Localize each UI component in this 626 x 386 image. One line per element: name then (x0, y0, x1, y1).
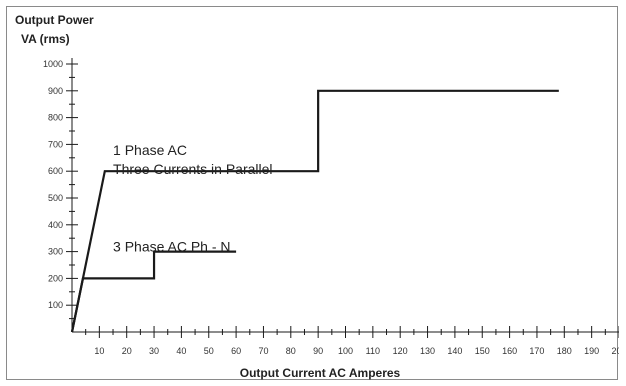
x-tick-label-110: 110 (366, 346, 380, 356)
series-line-2 (70, 250, 237, 333)
x-tick-label-40: 40 (176, 346, 186, 356)
y-tick-label-700: 700 (48, 139, 63, 149)
x-tick-label-180: 180 (557, 346, 572, 356)
x-tick-label-30: 30 (149, 346, 159, 356)
x-tick-label-70: 70 (258, 346, 268, 356)
x-tick-label-10: 10 (94, 346, 104, 356)
x-tick-label-130: 130 (420, 346, 435, 356)
y-tick-label-400: 400 (48, 220, 63, 230)
y-tick-label-500: 500 (48, 193, 63, 203)
y-tick-label-600: 600 (48, 166, 63, 176)
x-tick-label-150: 150 (475, 346, 490, 356)
x-tick-label-120: 120 (393, 346, 408, 356)
y-axis-title-line1: Output Power (15, 13, 94, 27)
x-tick-label-60: 60 (231, 346, 241, 356)
annotation-2: Three Currents in Parallel (113, 161, 273, 177)
annotation-1: 1 Phase AC (113, 142, 187, 158)
y-tick-label-200: 200 (48, 273, 63, 283)
x-tick-label-200: 200 (611, 346, 619, 356)
annotation-3: 3 Phase AC Ph - N (113, 239, 231, 255)
x-tick-label-100: 100 (338, 346, 353, 356)
y-tick-label-300: 300 (48, 247, 63, 257)
x-tick-label-160: 160 (502, 346, 517, 356)
x-tick-label-140: 140 (447, 346, 462, 356)
x-tick-label-50: 50 (204, 346, 214, 356)
y-tick-label-800: 800 (48, 113, 63, 123)
y-tick-label-1000: 1000 (43, 59, 63, 69)
x-tick-label-90: 90 (313, 346, 323, 356)
x-tick-label-190: 190 (584, 346, 599, 356)
y-axis-title-line2: VA (rms) (21, 32, 70, 46)
x-tick-label-20: 20 (122, 346, 132, 356)
x-tick-label-170: 170 (529, 346, 544, 356)
x-axis-title: Output Current AC Amperes (240, 366, 401, 380)
x-tick-label-80: 80 (286, 346, 296, 356)
y-tick-label-900: 900 (48, 86, 63, 96)
chart-canvas: Output Power VA (rms) Output Current AC … (15, 13, 619, 380)
y-tick-label-100: 100 (48, 300, 63, 310)
series-line-1 (70, 89, 559, 333)
chart-panel: Output Power VA (rms) Output Current AC … (6, 6, 619, 380)
